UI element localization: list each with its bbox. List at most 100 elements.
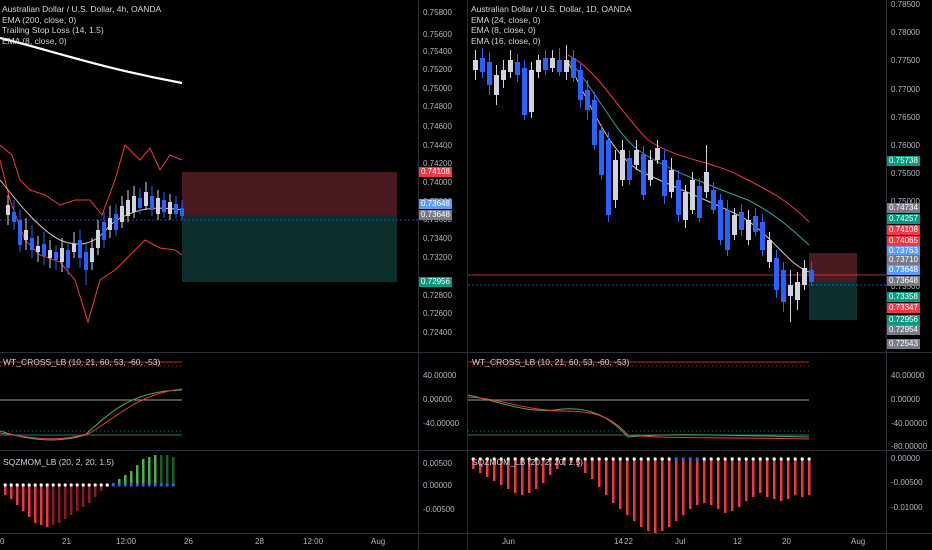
momentum-bar xyxy=(794,459,797,495)
momentum-bar xyxy=(88,485,91,503)
left-wt-cross-chart[interactable] xyxy=(0,353,418,450)
candle-body xyxy=(515,62,520,75)
candle-body xyxy=(114,214,118,230)
right-price-tag: 0.74065 xyxy=(887,236,920,246)
squeeze-dot xyxy=(793,457,797,461)
left-wt-cross-legend[interactable]: WT_CROSS_LB (10, 21, 60, 53, -60, -53) xyxy=(3,357,161,367)
squeeze-dot xyxy=(520,457,524,461)
candle-body xyxy=(669,170,674,192)
right-osc-tick: -80.00000 xyxy=(891,442,928,451)
candle-body xyxy=(120,206,124,222)
right-sqzmom-pane[interactable]: SQZMOM_LB (20, 2, 20, 1.5) xyxy=(468,451,886,533)
wt2-line xyxy=(468,396,810,440)
momentum-bar xyxy=(154,455,157,485)
right-price-pane[interactable]: Australian Dollar / U.S. Dollar, 1D, OAN… xyxy=(468,0,886,352)
candle-body xyxy=(809,270,814,282)
right-price-tick: 0.76500 xyxy=(891,113,920,122)
left-ema200-label[interactable]: EMA (200, close, 0) xyxy=(2,14,77,25)
left-trailing-stop-label[interactable]: Trailing Stop Loss (14, 1.5) xyxy=(2,25,104,35)
candle-body xyxy=(84,252,88,270)
left-price-chart[interactable] xyxy=(0,0,418,352)
right-wt-cross-axis[interactable]: 40.00000 0.00000 -40.00000 -80.00000 xyxy=(887,353,932,451)
time-label: 0 xyxy=(0,537,5,546)
candle-body xyxy=(753,216,758,232)
candle-body xyxy=(634,150,639,165)
candle-body xyxy=(802,268,807,285)
squeeze-dot xyxy=(9,483,13,487)
right-sqzmom-legend[interactable]: SQZMOM_LB (20, 2, 20, 1.5) xyxy=(472,457,584,467)
candle-body xyxy=(606,140,611,215)
left-time-axis[interactable]: 0 21 12:00 26 28 12:00 Aug xyxy=(0,534,418,550)
squeeze-dot xyxy=(800,457,804,461)
right-wt-cross-chart[interactable] xyxy=(468,353,886,450)
right-sqzmom-chart[interactable] xyxy=(468,451,886,533)
left-sqzmom-legend[interactable]: SQZMOM_LB (20, 2, 20, 1.5) xyxy=(3,457,115,467)
left-price-tick: 0.72800 xyxy=(423,291,452,300)
left-sqzmom-axis[interactable]: 0.00500 0.00000 -0.00500 xyxy=(419,451,467,533)
squeeze-dot xyxy=(688,457,692,461)
candle-body xyxy=(72,244,76,252)
right-ema8-label[interactable]: EMA (8, close, 0) xyxy=(471,25,536,35)
right-time-axis[interactable]: Jun 14 22 Jul 12 20 Aug xyxy=(468,534,886,550)
momentum-bar xyxy=(528,459,531,493)
right-price-axis[interactable]: 0.78500 0.78000 0.77500 0.77000 0.76500 0.760… xyxy=(887,0,932,352)
squeeze-dot xyxy=(772,457,776,461)
candle-body xyxy=(66,250,70,268)
left-symbol-title[interactable]: Australian Dollar / U.S. Dollar, 4h, OAN… xyxy=(2,4,162,14)
candle-body xyxy=(543,58,548,70)
right-ema24-label[interactable]: EMA (24, close, 0) xyxy=(471,14,541,25)
right-wt-cross-pane[interactable]: WT_CROSS_LB (10, 21, 60, 53, -60, -53) xyxy=(468,353,886,450)
candle-body xyxy=(536,60,541,72)
right-symbol-title[interactable]: Australian Dollar / U.S. Dollar, 1D, OAN… xyxy=(471,4,632,14)
left-sqzmom-pane[interactable]: SQZMOM_LB (20, 2, 20, 1.5) xyxy=(0,451,418,533)
right-ema16-label[interactable]: EMA (16, close, 0) xyxy=(471,35,541,46)
right-sqzmom-axis[interactable]: 0.00000 -0.00500 -0.01000 xyxy=(887,451,932,533)
right-osc-tick: 0.00000 xyxy=(891,395,920,404)
momentum-bar xyxy=(647,459,650,531)
momentum-bar xyxy=(58,485,61,523)
squeeze-dot xyxy=(660,457,664,461)
left-price-axis[interactable]: 0.75800 0.75600 0.75400 0.75200 0.75000 0.748… xyxy=(419,0,467,352)
momentum-bar xyxy=(563,459,566,465)
candle-body xyxy=(760,222,765,250)
candle-body xyxy=(641,154,646,195)
squeeze-dot xyxy=(27,483,31,487)
right-price-chart[interactable] xyxy=(468,0,886,352)
squeeze-dot xyxy=(147,483,151,487)
candle-body xyxy=(6,205,10,215)
squeeze-dot xyxy=(111,483,115,487)
left-price-pane[interactable]: Australian Dollar / U.S. Dollar, 4h, OAN… xyxy=(0,0,418,352)
squeeze-dot xyxy=(786,457,790,461)
candle-body xyxy=(557,60,562,72)
right-price-tag: 0.74734 xyxy=(887,203,920,213)
left-sqzmom-chart[interactable] xyxy=(0,451,418,533)
squeeze-dot xyxy=(141,483,145,487)
pane-separator-2[interactable] xyxy=(0,450,932,451)
center-separator[interactable] xyxy=(467,0,468,550)
right-wt-cross-legend[interactable]: WT_CROSS_LB (10, 21, 60, 53, -60, -53) xyxy=(472,357,630,367)
candle-body xyxy=(529,70,534,112)
squeeze-dot xyxy=(737,457,741,461)
squeeze-dot xyxy=(807,457,811,461)
left-price-tick: 0.75600 xyxy=(423,30,452,39)
squeeze-dot xyxy=(117,483,121,487)
squeeze-dot xyxy=(681,457,685,461)
momentum-bar xyxy=(738,459,741,507)
left-wt-cross-pane[interactable]: WT_CROSS_LB (10, 21, 60, 53, -60, -53) xyxy=(0,353,418,450)
momentum-bar xyxy=(808,459,811,495)
left-axis-separator xyxy=(418,0,419,550)
momentum-bar xyxy=(710,459,713,505)
left-price-tick: 0.73400 xyxy=(423,234,452,243)
left-price-tick: 0.74600 xyxy=(423,122,452,131)
left-wt-cross-axis[interactable]: 40.00000 0.00000 -40.00000 xyxy=(419,353,467,450)
squeeze-dot xyxy=(625,457,629,461)
squeeze-dot xyxy=(57,483,61,487)
pane-separator-1[interactable] xyxy=(0,352,932,353)
left-ema8-label[interactable]: EMA (8, close, 0) xyxy=(2,35,67,46)
time-label: 14 xyxy=(614,537,623,546)
momentum-bar xyxy=(124,475,127,485)
squeeze-dot xyxy=(75,483,79,487)
momentum-bar xyxy=(780,459,783,501)
right-sqz-tick: 0.00000 xyxy=(891,454,920,463)
wt2-line xyxy=(0,388,183,440)
